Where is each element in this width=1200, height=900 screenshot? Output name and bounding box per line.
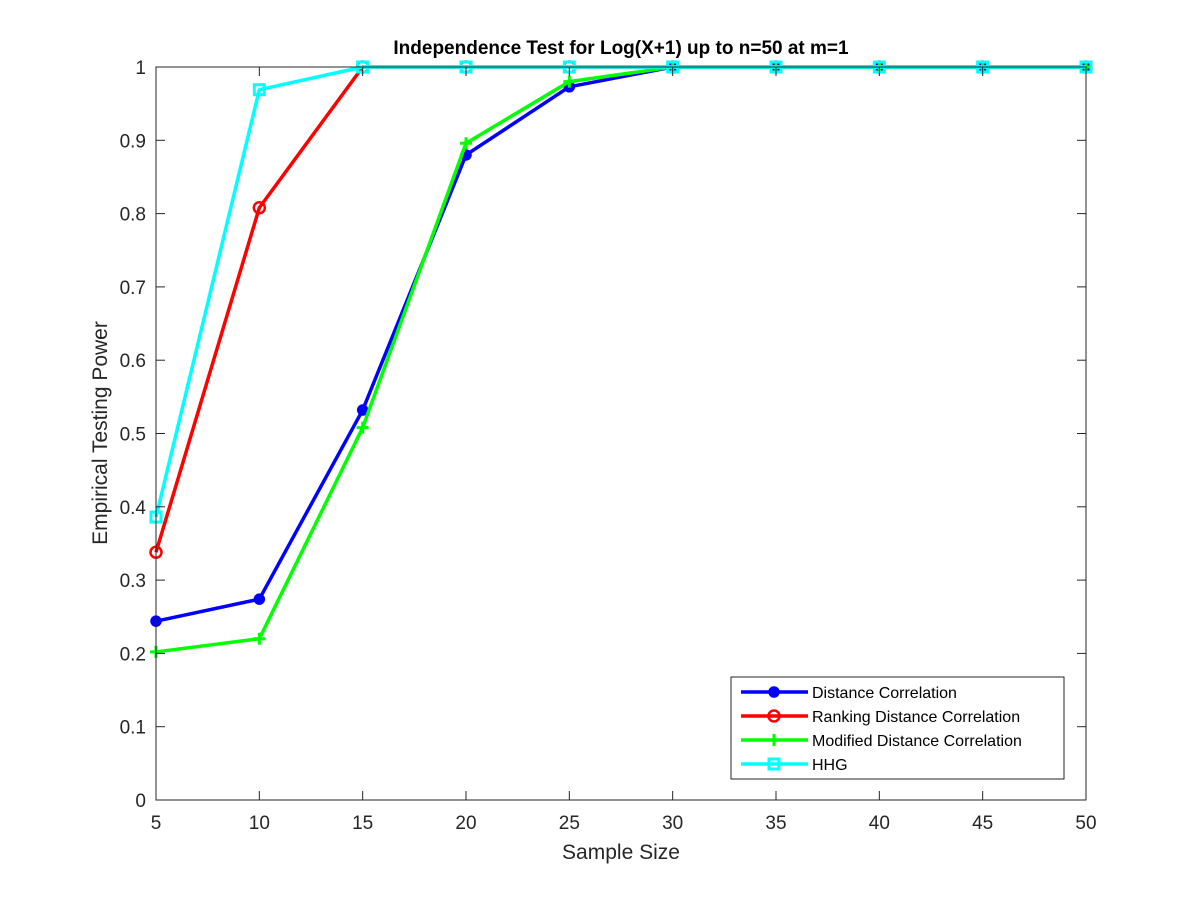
y-tick-label: 0.4	[120, 498, 147, 519]
x-tick-label: 10	[249, 813, 270, 834]
legend-item: Distance Correlation	[741, 685, 957, 702]
y-tick-label: 0.8	[120, 205, 146, 226]
y-tick-label: 0.5	[120, 425, 146, 446]
x-tick-label: 5	[151, 813, 162, 834]
legend-box	[730, 676, 1065, 780]
x-tick-label: 45	[972, 813, 993, 834]
data-point	[253, 632, 266, 645]
x-tick-label: 25	[559, 813, 580, 834]
data-point	[253, 593, 266, 605]
legend-label: HHG	[812, 757, 848, 774]
legend-marker	[767, 709, 781, 723]
legend-label: Modified Distance Correlation	[812, 733, 1022, 750]
legend: Distance Correlation Ranking Distance Cor…	[730, 676, 1065, 780]
y-tick-label: 0	[135, 791, 146, 812]
tick-layer: 5 10 15 20 25 30 35 40 45 50 0 0.1 0.2 0.3 0.4 0.5 0.6 0.…	[120, 58, 1097, 834]
x-tick-label: 15	[352, 813, 373, 834]
data-point	[563, 75, 576, 88]
legend-marker	[768, 686, 780, 698]
x-axis-label: Sample Size	[562, 841, 680, 864]
data-point	[460, 137, 472, 150]
x-tick-label: 40	[869, 813, 890, 834]
legend-marker	[767, 757, 781, 771]
x-tick-label: 30	[662, 813, 683, 834]
data-point	[356, 421, 369, 434]
y-tick-label: 0.3	[120, 571, 146, 592]
chart-title: Independence Test for Log(X+1) up to n=5…	[393, 38, 849, 59]
data-point	[252, 200, 267, 215]
legend-marker	[768, 734, 780, 746]
y-tick-label: 0.7	[120, 278, 146, 299]
y-tick-label: 1	[135, 58, 146, 79]
y-tick-label: 0.1	[120, 718, 146, 739]
legend-item: HHG	[741, 757, 848, 774]
legend-label: Distance Correlation	[812, 685, 957, 702]
y-tick-label: 0.9	[120, 131, 146, 152]
legend-item: Modified Distance Correlation	[741, 733, 1022, 750]
data-point	[252, 83, 266, 97]
legend-label: Ranking Distance Correlation	[812, 709, 1020, 726]
y-tick-label: 0.2	[120, 644, 146, 665]
y-axis-label: Empirical Testing Power	[89, 321, 112, 545]
x-tick-label: 35	[765, 813, 786, 834]
y-tick-label: 0.6	[120, 351, 146, 372]
x-tick-label: 50	[1075, 813, 1096, 834]
x-tick-label: 20	[455, 813, 476, 834]
legend-item: Ranking Distance Correlation	[741, 709, 1020, 726]
